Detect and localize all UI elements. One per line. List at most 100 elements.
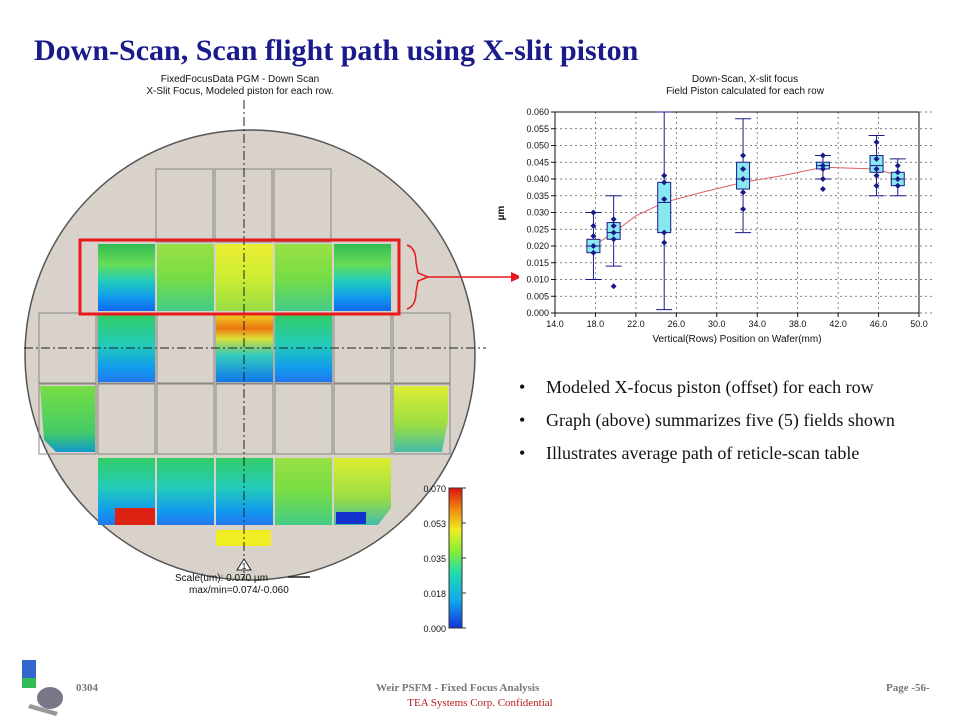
field-2 — [157, 244, 214, 311]
wafer-caption-line-1: FixedFocusData PGM - Down Scan — [160, 74, 320, 85]
field-b2 — [157, 458, 214, 525]
data-point — [873, 165, 880, 172]
y-tick-label: 0.005 — [526, 291, 549, 301]
y-tick-label: 0.025 — [526, 224, 549, 234]
y-tick-label: 0.035 — [526, 191, 549, 201]
colorbar-tick-label: 0.018 — [423, 589, 446, 599]
data-point — [894, 182, 901, 189]
colorbar-tick-label: 0.035 — [423, 554, 446, 564]
x-tick-label: 26.0 — [668, 319, 686, 329]
data-point — [610, 283, 617, 290]
chart-title-block: Down-Scan, X-slit focus Field Piston cal… — [600, 74, 890, 98]
chart-subtitle: Field Piston calculated for each row — [666, 86, 824, 97]
data-point — [610, 229, 617, 236]
wafer-caption-line-2: X-Slit Focus, Modeled piston for each ro… — [146, 86, 334, 97]
x-tick-label: 38.0 — [789, 319, 807, 329]
data-point — [610, 236, 617, 243]
bullet-item: Modeled X-focus piston (offset) for each… — [519, 376, 919, 398]
field-5 — [334, 244, 391, 311]
first-field-marker — [236, 558, 252, 571]
data-point — [819, 176, 826, 182]
data-point — [873, 139, 880, 146]
data-point — [740, 152, 747, 159]
data-point — [740, 189, 747, 196]
data-point — [894, 169, 901, 176]
data-point — [894, 162, 901, 169]
x-axis: 14.0 18.0 22.0 26.0 30.0 34.0 38.0 42.0 46.0 50.0 — [546, 313, 928, 329]
y-tick-label: 0.045 — [526, 157, 549, 167]
y-tick-label: 0.060 — [526, 107, 549, 117]
bullet-list: Modeled X-focus piston (offset) for each… — [519, 376, 919, 475]
colorbar-tick-label: 0.000 — [423, 624, 446, 634]
x-tick-label: 18.0 — [587, 319, 605, 329]
x-axis-label: Vertical(Rows) Position on Wafer(mm) — [652, 334, 821, 345]
data-point — [740, 176, 747, 182]
data-point — [873, 182, 880, 189]
bullet-item: Illustrates average path of reticle-scan… — [519, 442, 919, 464]
field-4 — [275, 244, 332, 311]
highlight-box — [78, 238, 401, 316]
data-point — [661, 172, 668, 179]
x-tick-label: 34.0 — [748, 319, 766, 329]
y-axis-label: µm — [496, 206, 507, 221]
data-point — [590, 249, 597, 256]
data-point — [819, 152, 826, 159]
data-point — [661, 196, 668, 203]
data-point — [610, 216, 617, 223]
colorbar-tick-label: 0.053 — [423, 519, 446, 529]
box-series — [585, 111, 906, 311]
y-tick-label: 0.030 — [526, 208, 549, 218]
maxmin-label: max/min=0.074/-0.060 — [189, 585, 289, 596]
first-field-marker-label: 1 — [242, 562, 247, 571]
x-tick-label: 46.0 — [870, 319, 888, 329]
box-iqr — [736, 161, 751, 190]
row-fields-bottom — [98, 458, 391, 546]
y-tick-label: 0.010 — [526, 275, 549, 285]
data-point — [819, 165, 826, 172]
data-point — [590, 222, 597, 229]
colorbar-tick-label: 0.070 — [423, 484, 446, 494]
chart-title: Down-Scan, X-slit focus — [691, 74, 799, 85]
colorbar: 0.070 0.053 0.035 0.018 0.000 — [423, 484, 466, 634]
y-tick-label: 0.015 — [526, 258, 549, 268]
x-tick-label: 14.0 — [546, 319, 564, 329]
y-tick-label: 0.000 — [526, 308, 549, 318]
data-point — [590, 232, 597, 239]
data-point — [819, 162, 826, 169]
field-b4 — [275, 458, 332, 525]
edge-fields — [40, 386, 448, 452]
footer-title: Weir PSFM - Fixed Focus Analysis — [376, 682, 540, 694]
data-point — [590, 209, 597, 216]
chart-panel — [519, 104, 933, 328]
y-tick-label: 0.050 — [526, 141, 549, 151]
scale-legend: Scale(um): 0.070 µm max/min=0.074/-0.060 — [175, 573, 289, 597]
x-tick-label: 42.0 — [829, 319, 847, 329]
y-tick-label: 0.055 — [526, 124, 549, 134]
data-point — [661, 239, 668, 246]
footer-confidential: TEA Systems Corp. Confidential — [407, 697, 553, 709]
scale-label: Scale(um): 0.070 µm — [175, 573, 269, 584]
slide-title: Down-Scan, Scan flight path using X-slit… — [34, 34, 639, 67]
y-tick-label: 0.040 — [526, 174, 549, 184]
field-b5 — [334, 458, 391, 525]
y-axis: 0.000 0.005 0.010 0.015 0.020 0.025 0.030 0.035… — [526, 107, 555, 318]
wafer-caption: FixedFocusData PGM - Down Scan X-Slit Fo… — [120, 74, 360, 98]
data-point — [610, 222, 617, 229]
footer-date: 0304 — [76, 682, 98, 694]
data-point — [819, 186, 826, 193]
pointer-arrowhead — [511, 272, 522, 282]
data-point — [661, 179, 668, 186]
bullet-item: Graph (above) summarizes five (5) fields… — [519, 409, 919, 431]
data-point — [661, 229, 668, 236]
data-point — [894, 176, 901, 182]
footer-page: Page -56- — [886, 682, 930, 694]
center-crosshair — [24, 100, 486, 580]
field-edge-left — [40, 386, 95, 452]
data-point — [873, 172, 880, 179]
box-iqr — [869, 155, 884, 173]
y-tick-label: 0.020 — [526, 241, 549, 251]
x-tick-label: 22.0 — [627, 319, 645, 329]
data-point — [590, 243, 597, 249]
